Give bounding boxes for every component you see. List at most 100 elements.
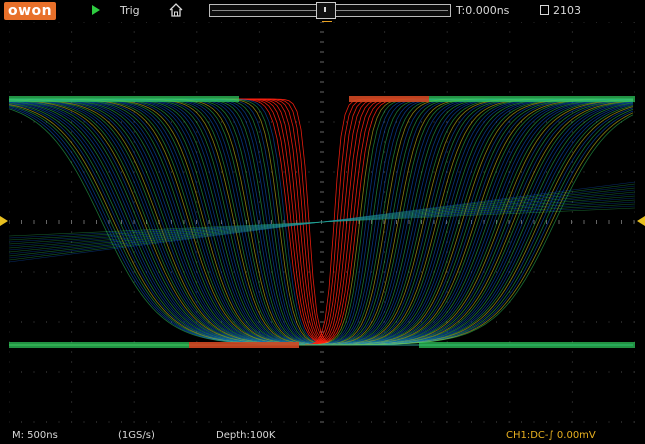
grid-dot [146,271,147,273]
grid-dot [46,321,47,323]
position-window-handle[interactable] [316,2,336,19]
grid-dot [446,421,447,423]
grid-dot [634,51,635,53]
grid-dot [383,71,385,73]
grid-dot [9,171,10,173]
grid-dot [71,131,73,133]
grid-dot [133,81,135,83]
grid-dot [258,181,260,183]
grid-dot [558,271,560,273]
grid-dot [71,41,73,43]
grid-dot [446,321,447,323]
trigger-level-marker[interactable] [637,216,645,226]
grid-dot [33,71,35,73]
memory-position-bar[interactable] [209,2,451,19]
grid-dot [633,421,635,423]
grid-dot [446,271,448,273]
grid-dot [333,271,335,273]
grid-dot [583,271,585,273]
grid-dot [571,131,573,133]
grid-dot [571,411,573,413]
grid-dot [171,271,172,273]
grid-dot [258,361,260,363]
trigger-status-label[interactable]: Trig [120,4,140,17]
grid-dot [158,271,160,273]
grid-dot [508,371,510,373]
ch1-level-marker[interactable] [0,216,8,226]
grid-dot [183,121,185,123]
play-icon[interactable] [92,5,100,15]
grid-dot [571,281,573,283]
grid-dot [634,91,635,93]
grid-dot [446,261,448,263]
grid-dot [258,41,260,43]
grid-dot [183,71,185,73]
grid-dot [83,121,85,123]
grid-dot [9,71,10,73]
grid-dot [196,71,197,73]
grid-dot [634,361,635,363]
grid-dot [9,361,10,363]
grid-dot [133,391,135,393]
grid-dot [158,371,160,373]
grid-dot [571,251,573,253]
grid-dot [558,421,560,423]
grid-dot [633,171,635,173]
grid-dot [146,321,147,323]
grid-dot [533,321,535,323]
grid-dot [83,371,85,373]
memory-icon [540,5,549,15]
grid-dot [71,301,73,303]
home-icon[interactable] [169,3,183,17]
grid-dot [634,231,635,233]
grid-dot [608,22,610,23]
grid-dot [296,71,297,73]
grid-dot [571,421,573,423]
crossing-trace [9,207,635,237]
grid-dot [446,61,448,63]
grid-dot [346,71,347,73]
grid-dot [458,421,460,423]
grid-dot [9,141,10,143]
grid-dot [171,421,172,423]
grid-dot [633,71,635,73]
grid-dot [33,321,35,323]
grid-dot [384,321,386,323]
grid-dot [196,131,198,133]
grid-dot [9,401,10,403]
grid-dot [133,51,135,53]
grid-dot [208,421,210,423]
grid-dot [583,371,585,373]
grid-dot [221,321,222,323]
grid-dot [621,321,622,323]
grid-dot [446,301,448,303]
memory-depth-readout[interactable]: Depth:100K [216,430,276,441]
timebase-readout[interactable]: M: 500ns [12,430,58,441]
grid-dot [583,421,585,423]
grid-dot [384,391,386,393]
grid-dot [634,211,635,213]
grid-dot [446,41,448,43]
grid-dot [258,111,260,113]
grid-dot [9,331,10,333]
grid-dot [121,371,122,373]
grid-dot [458,71,460,73]
grid-dot [396,171,397,173]
grid-dot [71,231,73,233]
grid-dot [246,171,247,173]
grid-dot [596,271,597,273]
grid-dot [258,421,260,423]
grid-dot [71,22,72,23]
grid-dot [446,141,448,143]
level-rail [349,96,429,102]
grid-dot [634,411,635,413]
grid-dot [546,271,547,273]
grid-dot [121,271,122,273]
grid-dot [358,121,360,123]
grid-dot [509,191,511,193]
trigger-source-readout[interactable]: CH1:DC-∫ 0.00mV [506,430,596,441]
grid-dot [571,261,573,263]
grid-dot [71,331,73,333]
grid-dot [233,271,235,273]
grid-dot [133,381,135,383]
